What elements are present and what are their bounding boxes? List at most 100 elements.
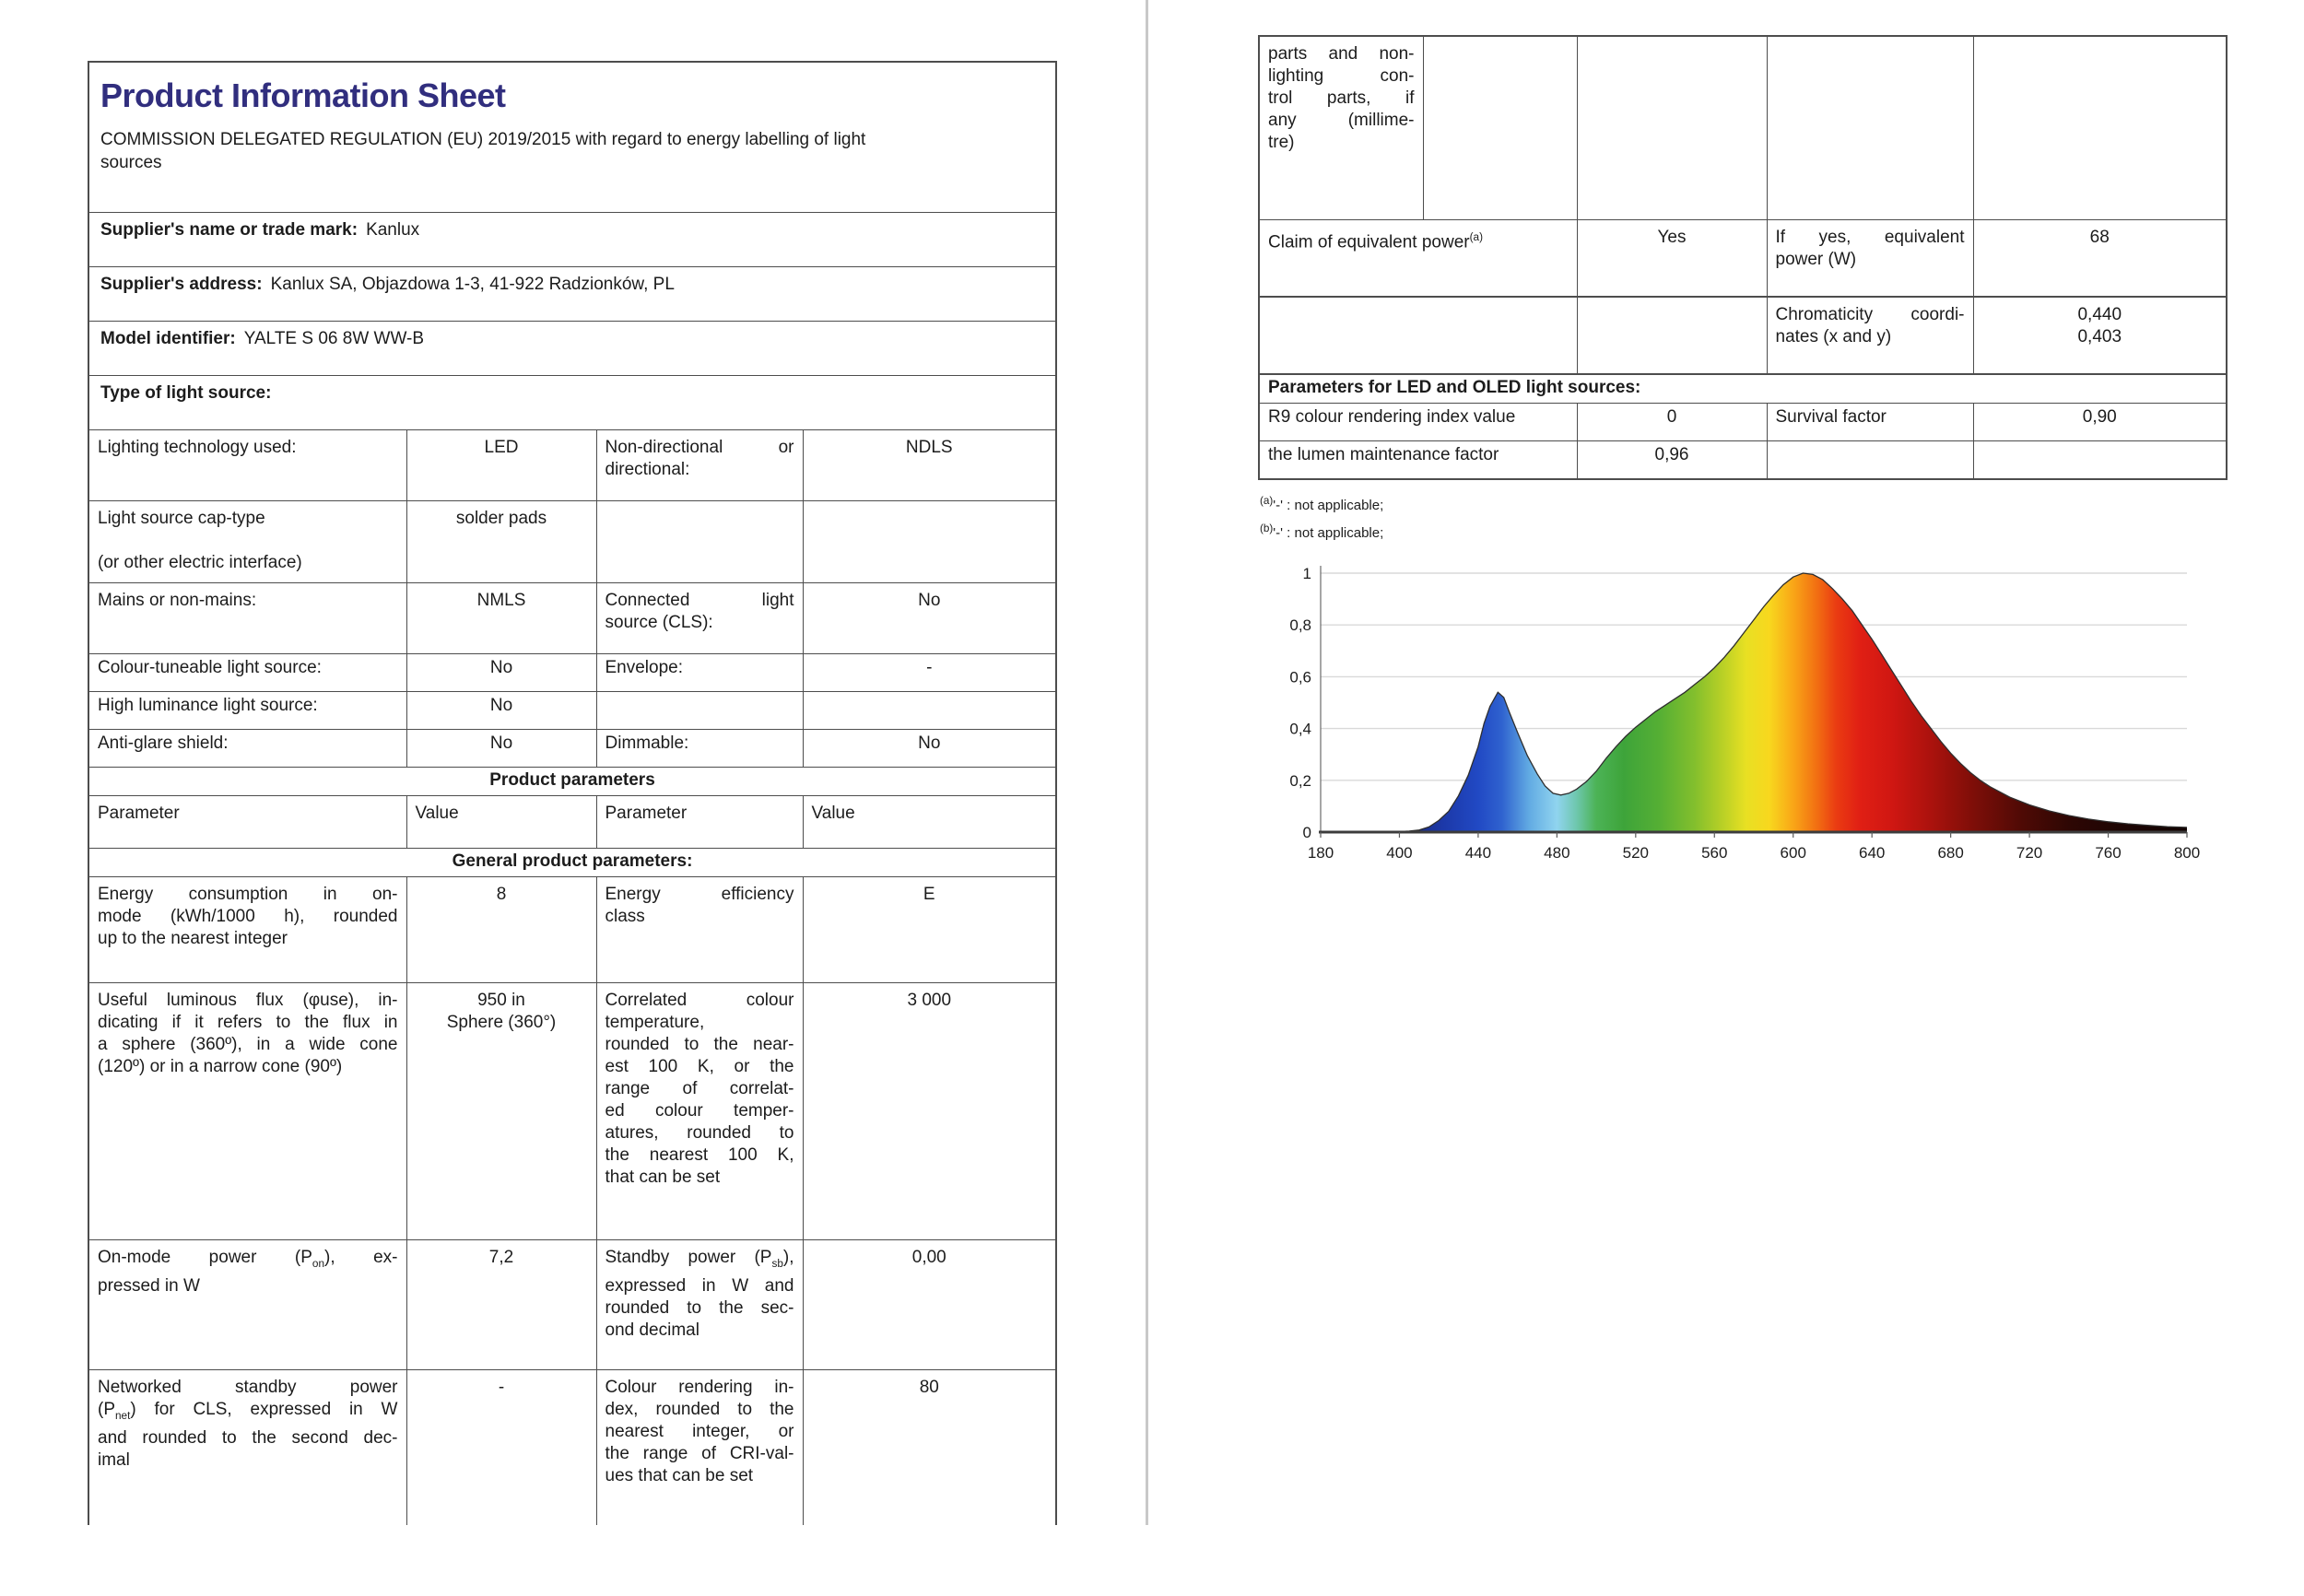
- text-line: dex, rounded to the: [605, 1400, 794, 1419]
- param-value-cell: solder pads: [406, 500, 597, 583]
- param-value-cell: NDLS: [802, 429, 1057, 501]
- x-tick-label: 680: [1937, 844, 1963, 862]
- param-value-cell: 7,2: [406, 1239, 597, 1370]
- x-tick-label: 720: [2016, 844, 2042, 862]
- supplier-address-row: Supplier's address: Kanlux SA, Objazdowa …: [88, 266, 1057, 322]
- text-line: directional:: [605, 460, 690, 479]
- param-label-cell: High luminance light source:: [88, 691, 407, 730]
- param-label-cell: R9 colour rendering index value: [1258, 403, 1578, 441]
- param-value-cell: 68: [1972, 219, 2228, 298]
- table-row: the lumen maintenance factor 0,96: [1258, 440, 2228, 480]
- dimensions-label-continuation-cell: parts and non-lighting con-trol parts, i…: [1258, 35, 1424, 220]
- page-title: Product Information Sheet: [100, 76, 506, 114]
- param-value-cell: No: [802, 729, 1057, 768]
- y-tick-label: 0,2: [1289, 772, 1311, 790]
- empty-cell: [1576, 296, 1768, 375]
- text-line: [98, 530, 398, 552]
- column-header: Parameter: [595, 795, 804, 849]
- param-label-cell: Non-directional or directional:: [595, 429, 804, 501]
- supplier-name-cell: Supplier's name or trade mark: Kanlux: [88, 212, 1057, 267]
- text-line: trol parts, if: [1268, 88, 1415, 108]
- param-value-cell: 950 in Sphere (360°): [406, 982, 597, 1240]
- text-line: Non-directional or: [605, 438, 794, 457]
- supplier-name-row: Supplier's name or trade mark: Kanlux: [88, 212, 1057, 267]
- footnote-b: (b)'-' : not applicable;: [1260, 517, 2228, 545]
- text-line: Colour rendering in-: [605, 1378, 794, 1397]
- table-row: Mains or non-mains: NMLS Connected light…: [88, 582, 1057, 654]
- table-row: Energy consumption in on-mode (kWh/1000 …: [88, 876, 1057, 983]
- model-identifier-label: Model identifier:: [100, 329, 236, 348]
- spectrum-area: [1321, 573, 2187, 832]
- page-left: Product Information Sheet COMMISSION DEL…: [88, 61, 1057, 1525]
- spectrum-curve: [1320, 572, 2188, 833]
- text-line: Correlated colour: [605, 991, 794, 1010]
- text-line: expressed in W and: [605, 1275, 794, 1296]
- text-line: 68: [2089, 228, 2110, 247]
- x-tick-label: 800: [2174, 844, 2200, 862]
- param-label-cell: Mains or non-mains:: [88, 582, 407, 654]
- model-identifier-value: YALTE S 06 8W WW-B: [243, 329, 425, 348]
- param-value-cell: -: [802, 653, 1057, 692]
- text-line: atures, rounded to: [605, 1123, 794, 1143]
- text-line: Yes: [1657, 228, 1687, 247]
- param-label-cell: Networked standby power (Pnet) for CLS, e…: [88, 1369, 407, 1525]
- param-label-cell: [595, 500, 804, 583]
- text-line: imal: [98, 1449, 130, 1470]
- text-line: No: [918, 591, 941, 610]
- text-line: ond decimal: [605, 1320, 699, 1340]
- text-line: Useful luminous flux (φuse), in-: [98, 991, 398, 1010]
- text-line: No: [918, 733, 941, 753]
- column-header-row: Parameter Value Parameter Value: [88, 795, 1057, 849]
- text-line: any (millime-: [1268, 111, 1415, 130]
- title-cell: Product Information Sheet COMMISSION DEL…: [88, 61, 1057, 213]
- param-label-cell: [595, 691, 804, 730]
- text-line: source (CLS):: [605, 613, 713, 632]
- table-row: R9 colour rendering index value 0 Surviv…: [1258, 403, 2228, 441]
- param-label-cell: Connected light source (CLS):: [595, 582, 804, 654]
- page-divider: [1146, 0, 1148, 1525]
- param-label-cell: Claim of equivalent power(a): [1258, 219, 1578, 298]
- page-right: parts and non-lighting con-trol parts, i…: [1258, 35, 2228, 545]
- param-value-cell: No: [406, 653, 597, 692]
- text-line: Sphere (360°): [446, 1013, 557, 1032]
- text-line: (a)'-' : not applicable;: [1260, 495, 1384, 513]
- footnotes: (a)'-' : not applicable; (b)'-' : not ap…: [1258, 489, 2228, 545]
- empty-cell: [1766, 35, 1974, 220]
- text-line: nearest integer, or: [605, 1422, 794, 1441]
- text-line: mode (kWh/1000 h), rounded: [98, 907, 398, 926]
- x-tick-label: 400: [1386, 844, 1412, 862]
- param-value-cell: -: [406, 1369, 597, 1525]
- product-info-table: Product Information Sheet COMMISSION DEL…: [88, 61, 1057, 1525]
- product-parameters-header: Product parameters: [88, 767, 1057, 796]
- product-parameters-header-row: Product parameters: [88, 767, 1057, 796]
- text-line: -: [926, 658, 933, 677]
- table-row: Lighting technology used: LED Non-direct…: [88, 429, 1057, 501]
- text-line: Chromaticity coordi-: [1775, 305, 1965, 324]
- text-line: No: [489, 696, 513, 715]
- text-line: No: [489, 658, 513, 677]
- text-line: 7,2: [488, 1248, 514, 1267]
- text-line: On-mode power (Pon), ex-: [98, 1248, 398, 1270]
- table-row: Claim of equivalent power(a) Yes If yes,…: [1258, 219, 2228, 298]
- text-line: rounded to the sec-: [605, 1297, 794, 1318]
- model-identifier-row: Model identifier: YALTE S 06 8W WW-B: [88, 321, 1057, 376]
- param-label-cell: Energy consumption in on-mode (kWh/1000 …: [88, 876, 407, 983]
- text-line: If yes, equivalent: [1775, 228, 1965, 247]
- general-parameters-header-row: General product parameters:: [88, 848, 1057, 877]
- text-line: (Pnet) for CLS, expressed in W: [98, 1400, 398, 1422]
- column-header: Value: [406, 795, 597, 849]
- column-header: Parameter: [88, 795, 407, 849]
- text-line: up to the nearest integer: [98, 929, 288, 948]
- param-value-cell: NMLS: [406, 582, 597, 654]
- supplier-address-label: Supplier's address:: [100, 275, 263, 294]
- table-row: Networked standby power (Pnet) for CLS, e…: [88, 1369, 1057, 1525]
- param-label-cell: Dimmable:: [595, 729, 804, 768]
- param-value-cell: 80: [802, 1369, 1057, 1525]
- param-label-cell: Lighting technology used:: [88, 429, 407, 501]
- x-tick-label: 480: [1544, 844, 1569, 862]
- param-value-cell: [802, 500, 1057, 583]
- param-value-cell: 8: [406, 876, 597, 983]
- param-value-cell: E: [802, 876, 1057, 983]
- footnote-a: (a)'-' : not applicable;: [1260, 489, 2228, 517]
- supplier-address-cell: Supplier's address: Kanlux SA, Objazdowa …: [88, 266, 1057, 322]
